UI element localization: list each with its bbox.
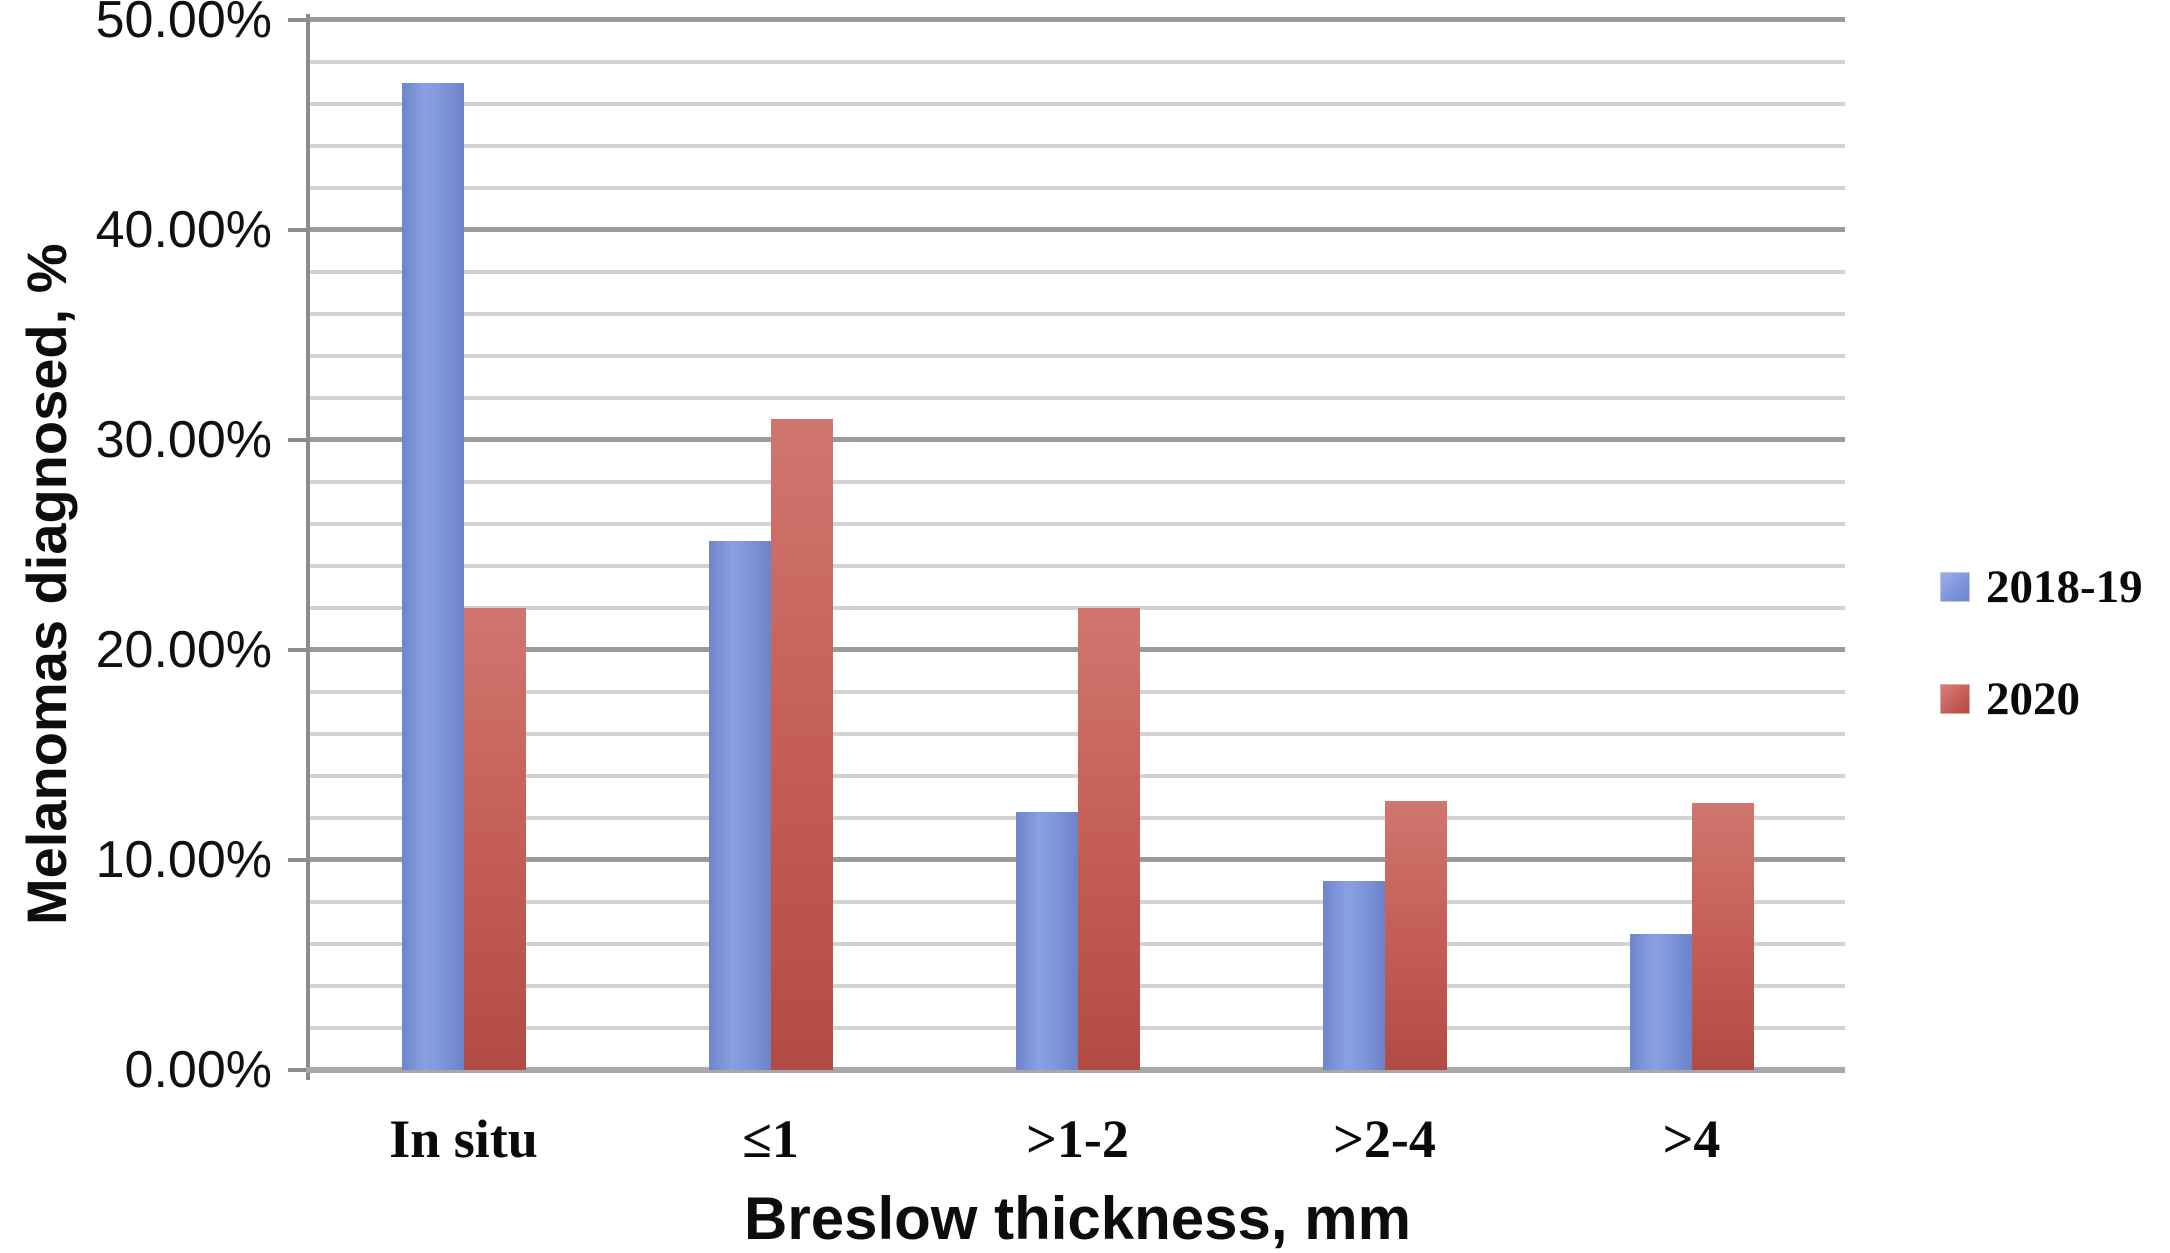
gridline-minor [310, 312, 1845, 316]
y-tick-mark [288, 858, 307, 862]
legend-item-2020: 2020 [1940, 672, 2143, 726]
gridline-major [310, 227, 1845, 232]
legend-label: 2020 [1986, 673, 2080, 725]
gridline-minor [310, 522, 1845, 526]
x-axis-baseline [306, 1067, 1845, 1073]
bar-2018-19-in-situ [401, 83, 464, 1070]
y-tick-label: 0.00% [124, 1041, 272, 1099]
y-tick-label: 50.00% [95, 0, 272, 49]
gridline-minor [310, 270, 1845, 274]
legend-item-2018-19: 2018-19 [1940, 560, 2143, 614]
gridline-minor [310, 60, 1845, 64]
bar-2018-19->4 [1629, 933, 1692, 1070]
y-tick-mark [288, 438, 307, 442]
y-tick-label: 10.00% [95, 831, 272, 889]
gridline-major [310, 437, 1845, 442]
gridline-minor [310, 354, 1845, 358]
gridline-minor [310, 144, 1845, 148]
y-tick-mark [288, 18, 307, 22]
y-axis-line [306, 14, 310, 1080]
gridline-minor [310, 564, 1845, 568]
gridline-minor [310, 396, 1845, 400]
y-tick-mark [288, 228, 307, 232]
y-tick-label: 40.00% [95, 201, 272, 259]
bar-2020-in-situ [463, 608, 526, 1070]
bar-2020->1-2 [1077, 608, 1140, 1070]
gridline-minor [310, 186, 1845, 190]
y-tick-mark [288, 648, 307, 652]
bar-2018-19->1-2 [1015, 811, 1078, 1070]
bar-2018-19->2-4 [1322, 881, 1385, 1070]
x-category-label: ≤1 [742, 1109, 799, 1169]
gridline-minor [310, 102, 1845, 106]
x-category-label: In situ [389, 1109, 538, 1169]
y-tick-label: 30.00% [95, 411, 272, 469]
bar-2018-19-≤1 [708, 540, 771, 1070]
gridline-minor [310, 480, 1845, 484]
x-category-label: >2-4 [1333, 1109, 1436, 1169]
bar-2020-≤1 [770, 419, 833, 1070]
y-tick-mark [288, 1068, 307, 1072]
legend-swatch-icon [1940, 572, 1970, 602]
legend-label: 2018-19 [1986, 561, 2143, 613]
gridline-major [310, 17, 1845, 22]
x-category-label: >4 [1662, 1109, 1721, 1169]
x-category-label: >1-2 [1026, 1109, 1129, 1169]
legend-swatch-icon [1940, 684, 1970, 714]
y-axis-title: Melanomas diagnosed, % [15, 243, 78, 926]
x-axis-title: Breslow thickness, mm [744, 1185, 1411, 1252]
bar-2020->2-4 [1384, 801, 1447, 1070]
legend: 2018-19 2020 [1940, 560, 2143, 726]
y-tick-label: 20.00% [95, 621, 272, 679]
bar-2020->4 [1691, 803, 1754, 1070]
plot-area [306, 17, 1845, 1073]
